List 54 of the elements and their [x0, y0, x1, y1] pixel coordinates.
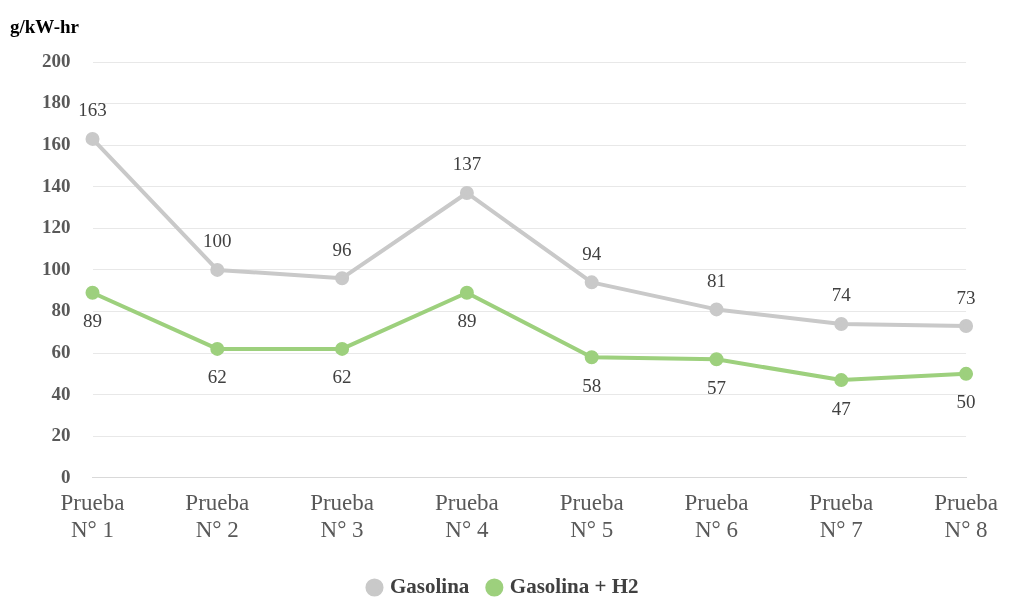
x-tick-label: Prueba N° 5 — [559, 489, 624, 543]
point — [459, 185, 474, 200]
data-label: 47 — [831, 397, 851, 419]
point — [210, 341, 225, 356]
point — [959, 366, 974, 381]
legend-label: Gasolina — [389, 573, 470, 598]
y-tick-label: 140 — [42, 174, 71, 196]
y-tick-label: 200 — [42, 49, 71, 71]
data-label: 73 — [956, 286, 976, 308]
point — [834, 373, 849, 388]
y-tick-label: 20 — [51, 424, 71, 446]
data-label: 81 — [706, 269, 726, 291]
data-label: 100 — [203, 230, 232, 252]
y-tick-label: 40 — [51, 382, 71, 404]
x-tick-label: Prueba N° 3 — [310, 489, 375, 543]
x-tick-label: Prueba N° 7 — [809, 489, 874, 543]
y-tick-label: 160 — [42, 133, 71, 155]
x-tick-label: Prueba N° 6 — [684, 489, 749, 543]
point — [584, 275, 599, 290]
legend-label: Gasolina + H2 — [509, 573, 639, 598]
data-label: 62 — [207, 366, 227, 388]
y-tick-label: 60 — [51, 340, 71, 362]
data-label: 58 — [582, 374, 602, 396]
data-label: 137 — [452, 153, 482, 175]
x-tick-label: Prueba N° 2 — [185, 489, 250, 543]
data-label: 74 — [831, 284, 852, 306]
data-label: 163 — [78, 99, 107, 121]
y-tick-label: 0 — [61, 465, 71, 487]
data-label: 94 — [582, 242, 602, 264]
data-label: 50 — [956, 391, 976, 413]
data-label: 89 — [457, 310, 477, 332]
data-label: 89 — [83, 310, 102, 332]
y-axis-title: g/kW-hr — [10, 16, 79, 38]
x-tick-label: Prueba N° 1 — [60, 489, 125, 543]
y-tick-label: 80 — [51, 299, 71, 321]
point — [459, 285, 474, 300]
data-label: 62 — [332, 366, 352, 388]
point — [335, 271, 350, 286]
point — [210, 262, 225, 277]
y-tick-label: 100 — [42, 257, 71, 279]
point — [709, 302, 724, 317]
y-tick-label: 120 — [42, 216, 71, 238]
y-tick-label: 180 — [42, 91, 71, 113]
point — [85, 131, 100, 146]
data-label: 96 — [332, 238, 352, 260]
data-label: 57 — [706, 376, 726, 398]
point — [834, 316, 849, 331]
point — [335, 341, 350, 356]
x-tick-label: Prueba N° 8 — [934, 489, 998, 543]
point — [584, 350, 599, 365]
point — [959, 319, 974, 334]
point — [709, 352, 724, 367]
x-tick-label: Prueba N° 4 — [434, 489, 499, 543]
point — [85, 285, 100, 300]
